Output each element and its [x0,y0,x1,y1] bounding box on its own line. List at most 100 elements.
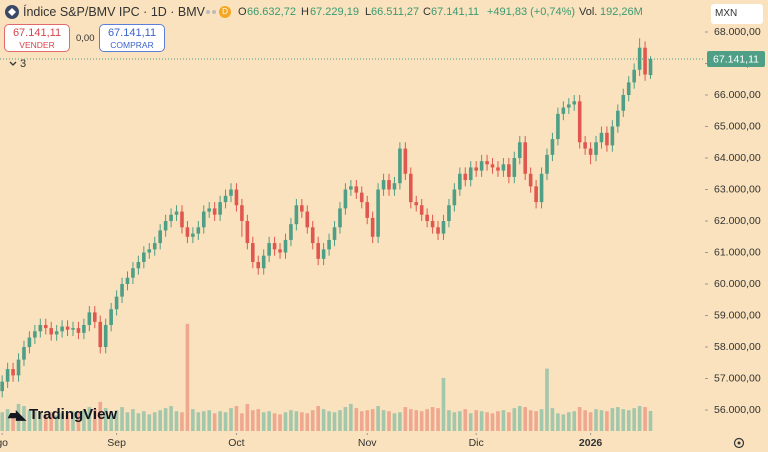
candle-body [648,59,653,76]
x-tick-label: 2026 [579,437,603,449]
candle [599,126,604,149]
candle [419,198,424,222]
candle [643,41,647,81]
candle-body [496,167,500,171]
volume-bar [485,412,489,431]
candle [11,362,15,382]
volume-bar [43,414,48,431]
candle [191,227,195,244]
candle [103,318,108,354]
volume-bar [381,410,386,431]
candle [528,167,533,193]
candle [283,233,288,259]
volume-bar [599,410,604,431]
x-tick-label: Sep [107,437,126,449]
candle [458,167,462,196]
low-label: L [365,6,372,18]
volume-bar [327,411,331,431]
y-tick-label: 58.000,00 [714,341,761,353]
candle-body [583,142,587,149]
volume-bar [256,409,261,431]
volume-bar [261,412,266,431]
volume-bar [300,412,304,431]
candle [300,198,304,218]
volume-bar [594,409,598,431]
candle [49,321,54,341]
volume-bar [376,406,380,431]
volume-bar [577,407,582,431]
candle [605,126,609,152]
volume-bar [60,413,64,431]
candle-body [507,164,511,177]
indicators-count[interactable]: 3 [20,58,27,70]
volume-bar [479,411,484,431]
volume-bar [49,412,54,431]
candle [436,221,440,240]
volume-bar [16,403,21,431]
candle [327,233,331,256]
candle-body [588,148,593,155]
volume-bar [534,411,538,431]
candle [22,340,26,366]
volume-bar [93,409,97,431]
candle-body [332,227,337,240]
volume-bar [212,413,217,431]
volume-bar [441,377,446,431]
volume-bar [5,409,10,431]
candle [310,221,315,250]
volume-bar [343,407,348,431]
volume-bar [349,403,353,431]
candle [272,236,277,256]
spread: 0,00 [76,33,95,44]
candle [507,157,511,184]
y-tick-label: 68.000,00 [714,26,761,38]
candle [338,202,342,234]
candle-body [392,183,397,190]
candle [616,104,620,133]
buy-label: COMPRAR [110,40,154,50]
volume-bar [180,412,184,431]
volume-bar [648,410,653,431]
candle-body [218,202,222,215]
candle-body [316,243,320,259]
candle-body [528,173,533,187]
volume-bar [267,411,271,431]
candle-body [120,284,124,297]
volume-bar [517,406,522,431]
volume-bar [637,406,642,431]
y-tick-label: 62.000,00 [714,215,761,227]
candle-body [463,173,468,181]
candle [174,205,179,222]
candle-body [163,221,168,231]
chevron[interactable] [8,59,18,69]
volume-bar [425,409,429,431]
candle-body [207,208,212,212]
settings-icon[interactable] [733,437,745,449]
candle [376,183,380,244]
sell-button[interactable]: 67.141,11 VENDER [4,24,70,52]
candle-body [452,189,457,206]
candle-body [174,211,179,215]
candle [98,315,103,354]
candle [180,205,184,234]
candle-body [300,205,304,212]
buy-button[interactable]: 67.141,11 COMPRAR [99,24,165,52]
currency[interactable]: MXN [711,4,763,24]
volume-bar [392,413,397,431]
candle [463,167,468,187]
candle [534,180,538,209]
candle-body [610,126,615,146]
candle [82,318,86,340]
volume-bar [234,406,239,431]
y-tick-label: 59.000,00 [714,309,761,321]
volume-bar [332,412,337,431]
volume-bar [408,409,413,431]
x-tick-label: Nov [358,437,377,449]
candle [250,236,255,269]
volume-bar [27,410,32,431]
candle-body [27,337,32,348]
candle-body [267,243,271,256]
volume-bar [468,413,473,431]
candle [572,94,577,111]
